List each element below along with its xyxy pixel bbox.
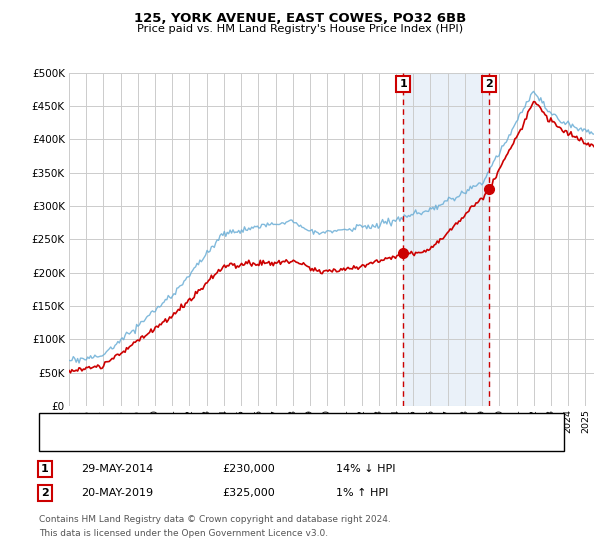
Text: 125, YORK AVENUE, EAST COWES, PO32 6BB: 125, YORK AVENUE, EAST COWES, PO32 6BB	[134, 12, 466, 25]
Text: 20-MAY-2019: 20-MAY-2019	[81, 488, 153, 498]
Text: 1: 1	[41, 464, 49, 474]
Text: 14% ↓ HPI: 14% ↓ HPI	[336, 464, 395, 474]
Text: £325,000: £325,000	[222, 488, 275, 498]
Text: 2: 2	[485, 79, 493, 89]
Bar	[403, 73, 488, 406]
Text: 1% ↑ HPI: 1% ↑ HPI	[336, 488, 388, 498]
Text: This data is licensed under the Open Government Licence v3.0.: This data is licensed under the Open Gov…	[39, 529, 328, 538]
Text: 1: 1	[399, 79, 407, 89]
Text: £230,000: £230,000	[222, 464, 275, 474]
Text: 29-MAY-2014: 29-MAY-2014	[81, 464, 153, 474]
Text: 2: 2	[41, 488, 49, 498]
Text: HPI: Average price, detached house, Isle of Wight: HPI: Average price, detached house, Isle…	[86, 436, 344, 446]
Text: Contains HM Land Registry data © Crown copyright and database right 2024.: Contains HM Land Registry data © Crown c…	[39, 515, 391, 524]
Text: 125, YORK AVENUE, EAST COWES, PO32 6BB (detached house): 125, YORK AVENUE, EAST COWES, PO32 6BB (…	[86, 418, 415, 428]
Text: Price paid vs. HM Land Registry's House Price Index (HPI): Price paid vs. HM Land Registry's House …	[137, 24, 463, 34]
